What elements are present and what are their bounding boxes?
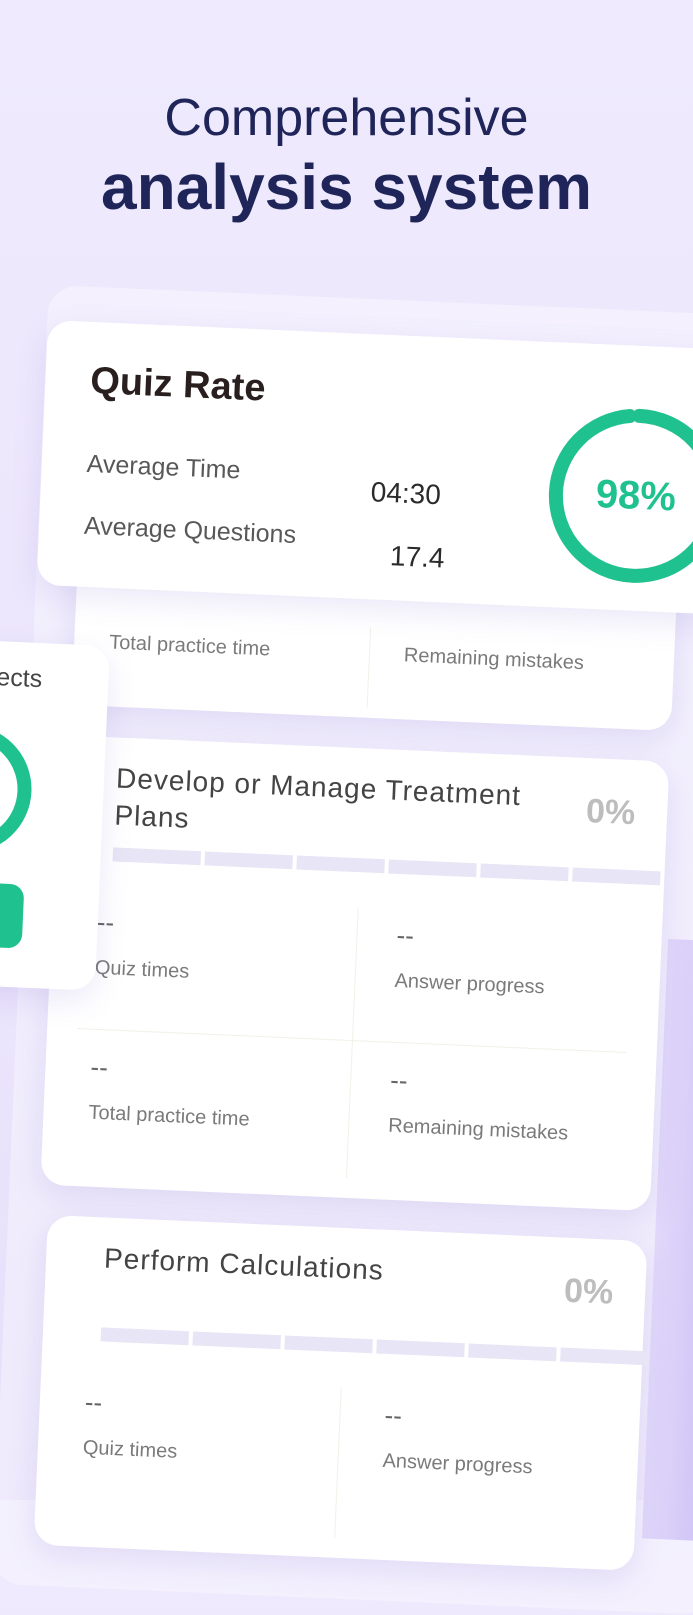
stat-value: -- bbox=[96, 906, 115, 938]
headline: Comprehensive bbox=[164, 89, 529, 147]
divider bbox=[366, 627, 372, 708]
stat-value: -- bbox=[84, 1386, 103, 1418]
progress-bar bbox=[100, 1327, 649, 1366]
stat-label: Answer progress bbox=[394, 969, 545, 999]
bar-segment bbox=[468, 1343, 557, 1362]
ring bbox=[0, 722, 35, 856]
card-title: Quiz Rate bbox=[89, 359, 267, 410]
stat-cell: -- Total practice time bbox=[71, 1031, 347, 1178]
bar-segment bbox=[376, 1339, 465, 1358]
side-card: ects bbox=[0, 640, 110, 991]
stat-value: -- bbox=[395, 919, 415, 951]
metric-value: 17.4 bbox=[389, 540, 446, 574]
bar-segment bbox=[100, 1327, 190, 1346]
stat-cell: -- Quiz times bbox=[78, 886, 354, 1033]
subject-percent: 0% bbox=[585, 792, 636, 833]
bar-segment bbox=[284, 1335, 373, 1354]
stat-label: Quiz times bbox=[82, 1436, 178, 1463]
progress-bar bbox=[112, 847, 661, 886]
subject-percent: 0% bbox=[563, 1271, 614, 1312]
bar-segment bbox=[560, 1347, 649, 1366]
subject-card: Perform Calculations 0% -- Quiz times -- Answ… bbox=[33, 1215, 649, 1571]
stat-value: -- bbox=[389, 1064, 409, 1096]
stat-label: Total practice time bbox=[108, 631, 271, 661]
bar-segment bbox=[192, 1331, 281, 1350]
ring-arc bbox=[548, 408, 693, 583]
stat-value: -- bbox=[89, 1051, 109, 1083]
bar-segment bbox=[204, 851, 293, 870]
stat-cell: -- Quiz times bbox=[66, 1366, 342, 1513]
stat-label: Answer progress bbox=[382, 1449, 533, 1479]
stat-label: Remaining mistakes bbox=[403, 644, 585, 675]
stat-label: Total practice time bbox=[88, 1101, 251, 1131]
progress-ring bbox=[548, 408, 693, 583]
button[interactable] bbox=[0, 881, 25, 949]
stat-label: Remaining mistakes bbox=[387, 1114, 569, 1145]
stat-value: -- bbox=[383, 1399, 403, 1431]
bar-segment bbox=[112, 847, 202, 866]
subject-card: Develop or Manage Treatment Plans 0% -- Qui… bbox=[40, 735, 670, 1212]
stat-cell: -- Answer progress bbox=[365, 1379, 641, 1526]
quiz-rate-card: Quiz Rate Average Time 04:30 Average Que… bbox=[36, 320, 693, 615]
percent: 98% bbox=[594, 472, 677, 520]
bar-segment bbox=[388, 859, 477, 878]
card-title: ects bbox=[0, 663, 43, 694]
stat-cell: -- Answer progress bbox=[377, 899, 653, 1046]
stat-label: Quiz times bbox=[94, 956, 190, 983]
stat-cell: -- Remaining mistakes bbox=[371, 1044, 647, 1191]
bar-segment bbox=[296, 855, 385, 874]
metric-label: Average Questions bbox=[83, 511, 297, 550]
metric-label: Average Time bbox=[86, 449, 242, 485]
bar-segment bbox=[480, 863, 569, 882]
headline-bold: analysis system bbox=[101, 151, 592, 223]
subject-title: Develop or Manage Treatment Plans bbox=[113, 762, 522, 834]
subject-title: Perform Calculations bbox=[103, 1242, 385, 1286]
page: {"header": {"title_line1": "Comprehensiv… bbox=[0, 0, 693, 1542]
metric-value: 04:30 bbox=[370, 476, 442, 511]
bar-segment bbox=[572, 867, 661, 886]
